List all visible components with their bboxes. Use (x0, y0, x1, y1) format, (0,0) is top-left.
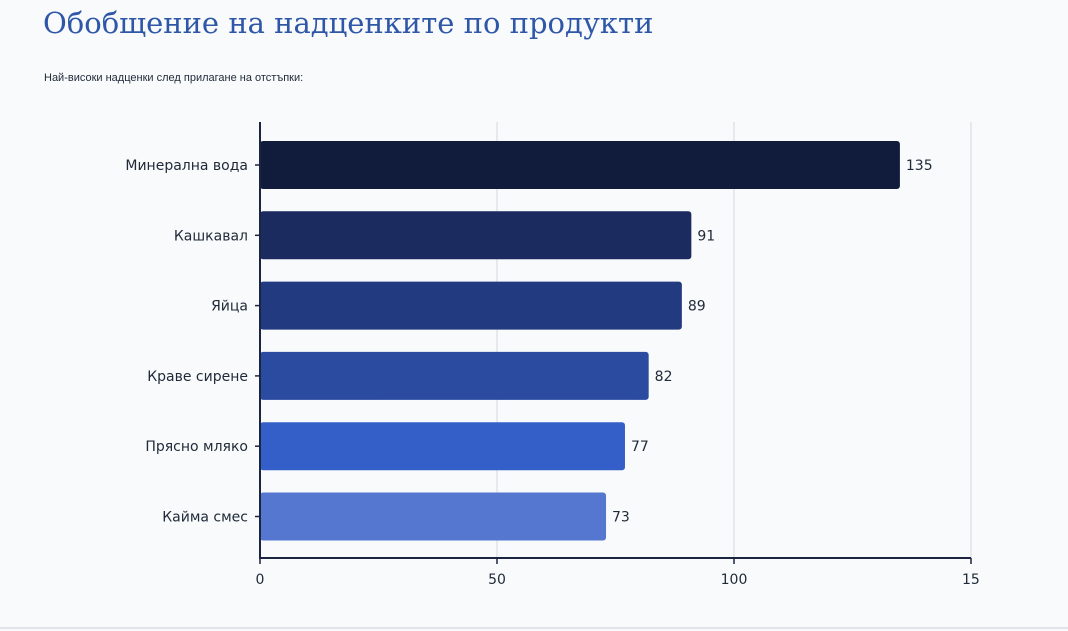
bar (260, 281, 682, 330)
category-label: Прясно мляко (145, 439, 248, 455)
category-label: Краве сирене (147, 369, 248, 385)
page-title: Обобщение на надценките по продукти (43, 6, 654, 40)
bar (260, 141, 900, 189)
data-label: 73 (612, 510, 630, 526)
bar (260, 211, 692, 260)
data-label: 82 (655, 369, 673, 385)
chart-subtitle: Най-високи надценки след прилагане на от… (44, 72, 304, 84)
bottom-divider (0, 627, 1068, 629)
bar (260, 351, 649, 400)
x-tick-label: 100 (721, 572, 748, 588)
axes (255, 122, 972, 564)
bar (260, 492, 607, 541)
category-label: Кашкавал (174, 228, 248, 244)
data-label: 89 (688, 299, 706, 315)
labels: Минерална вода 135 Кашкавал 91 Яйца 89 Краве с… (125, 158, 979, 588)
category-label: Яйца (211, 299, 248, 315)
bar (260, 422, 625, 471)
grid-lines (496, 122, 972, 558)
category-label: Кайма смес (162, 510, 248, 526)
data-label: 91 (697, 228, 715, 244)
bars (260, 141, 900, 541)
category-label: Минерална вода (125, 158, 248, 174)
x-tick-label: 0 (256, 572, 265, 588)
x-tick-label: 15 (962, 572, 980, 588)
x-tick-label: 50 (488, 572, 506, 588)
data-label: 135 (906, 158, 933, 174)
data-label: 77 (631, 439, 649, 455)
bar-chart: Минерална вода 135 Кашкавал 91 Яйца 89 Краве с… (125, 122, 980, 588)
